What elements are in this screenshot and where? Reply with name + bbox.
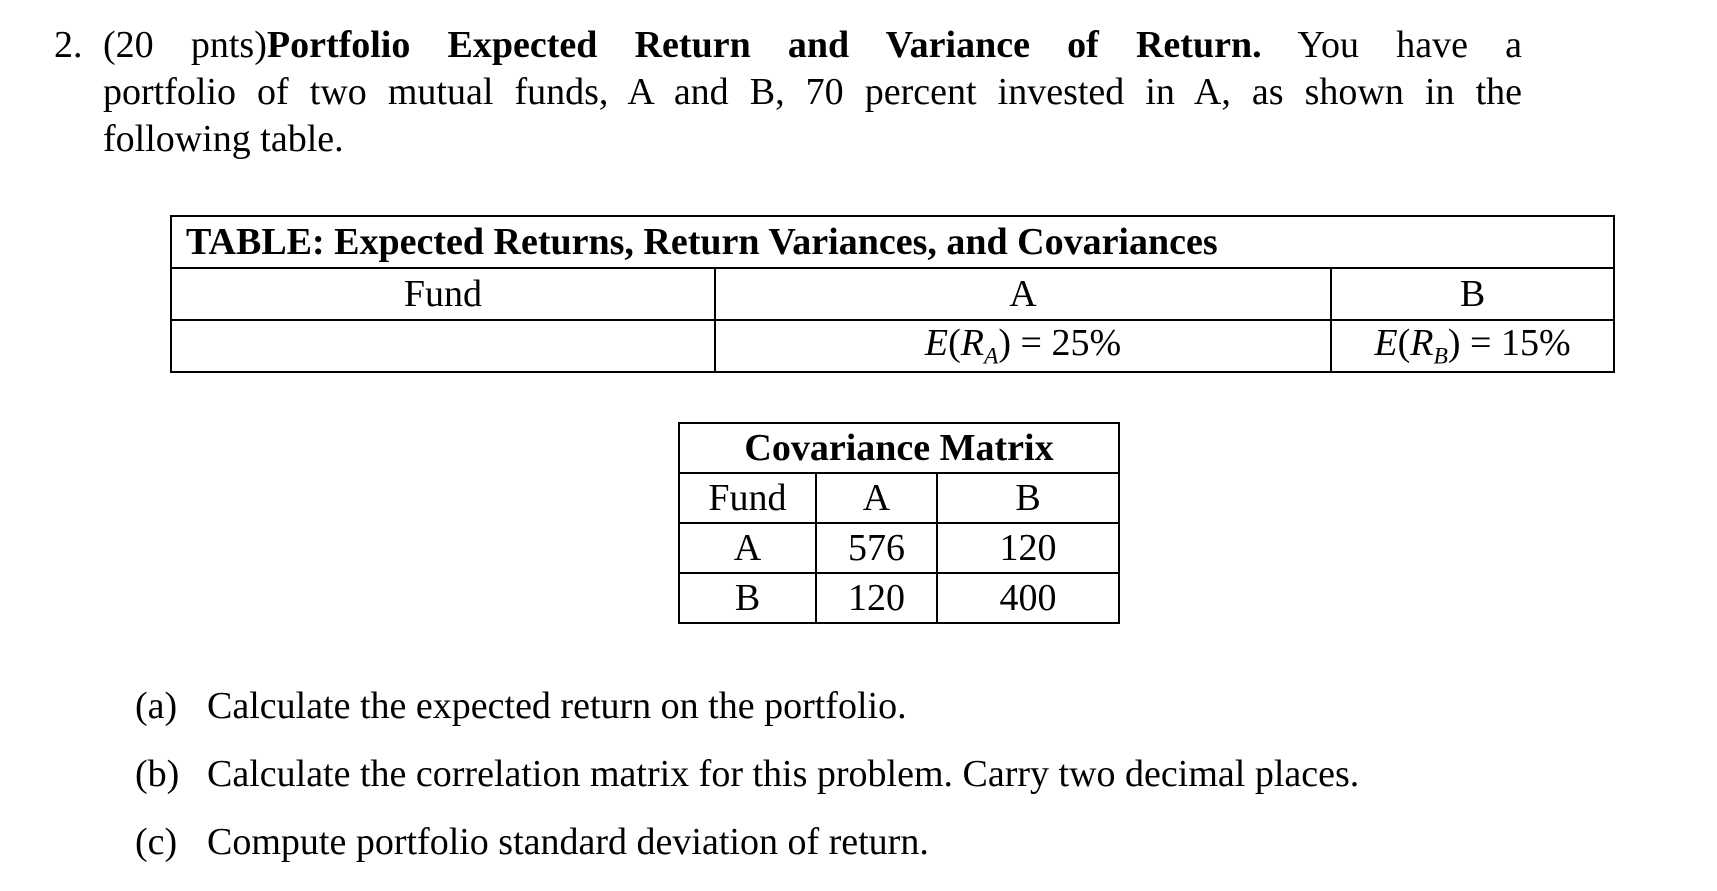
expected-returns-table: TABLE: Expected Returns, Return Variance… (170, 215, 1615, 373)
math-value-25: ) = 25% (998, 322, 1122, 365)
cov-row-b-a: 120 (815, 572, 938, 624)
question-c-text: Compute portfolio standard deviation of … (207, 821, 929, 863)
cov-row-a-a: 576 (815, 522, 938, 574)
math-symbol-E: E (1374, 322, 1398, 365)
expected-return-b-cell: E(RB) = 15% (1330, 319, 1615, 373)
returns-table-title-row: TABLE: Expected Returns, Return Variance… (170, 215, 1615, 269)
math-paren-open: ( (948, 322, 961, 365)
returns-header-fund: Fund (170, 267, 716, 321)
math-symbol-R: R (960, 322, 984, 365)
intro-line-3: following table. (103, 118, 344, 160)
covariance-matrix-table: Covariance Matrix Fund A B A 576 120 B 1… (678, 422, 1120, 624)
problem-number: 2. (54, 24, 83, 66)
cov-table-title: Covariance Matrix (678, 422, 1120, 474)
question-a: (a) Calculate the expected return on the … (135, 683, 907, 730)
question-b-text: Calculate the correlation matrix for thi… (207, 753, 1360, 795)
math-value-15: ) = 15% (1447, 322, 1571, 365)
returns-table-title: TABLE: Expected Returns, Return Variance… (170, 215, 1615, 269)
problem-title: Portfolio Expected Return and Variance o… (266, 24, 1262, 66)
returns-header-a: A (714, 267, 1332, 321)
question-a-label: (a) (135, 685, 178, 727)
cov-row-a-b: 120 (936, 522, 1120, 574)
math-symbol-E: E (924, 322, 949, 365)
problem-intro: (20 pnts)Portfolio Expected Return and V… (103, 22, 1522, 163)
cov-table-row-b: B 120 400 (678, 572, 1120, 624)
question-b: (b) Calculate the correlation matrix for … (135, 751, 1359, 798)
intro-line-1-rest: You have a (1297, 24, 1523, 66)
question-c: (c) Compute portfolio standard deviation … (135, 819, 929, 866)
returns-header-b: B (1330, 267, 1615, 321)
question-c-label: (c) (135, 821, 178, 863)
math-symbol-R: R (1410, 322, 1434, 365)
cov-table-row-a: A 576 120 (678, 522, 1120, 574)
cov-row-b-b: 400 (936, 572, 1120, 624)
cov-header-a: A (815, 472, 938, 524)
cov-row-a-fund: A (678, 522, 817, 574)
math-subscript-B: B (1433, 343, 1448, 370)
returns-blank-cell (170, 319, 716, 373)
cov-header-fund: Fund (678, 472, 817, 524)
returns-table-header-row: Fund A B (170, 267, 1615, 321)
cov-header-b: B (936, 472, 1120, 524)
cov-table-title-row: Covariance Matrix (678, 422, 1120, 474)
intro-line-2: portfolio of two mutual funds, A and B, … (103, 71, 1522, 113)
cov-row-b-fund: B (678, 572, 817, 624)
points-label: (20 pnts) (103, 24, 267, 66)
question-b-label: (b) (135, 753, 180, 795)
returns-table-values-row: E(RA) = 25% E(RB) = 15% (170, 319, 1615, 373)
expected-return-a-cell: E(RA) = 25% (714, 319, 1332, 373)
math-subscript-A: A (983, 343, 999, 370)
intro-line-1: (20 pnts)Portfolio Expected Return and V… (103, 22, 1522, 69)
question-a-text: Calculate the expected return on the por… (207, 685, 907, 727)
math-paren-open: ( (1397, 322, 1411, 365)
cov-table-header-row: Fund A B (678, 472, 1120, 524)
